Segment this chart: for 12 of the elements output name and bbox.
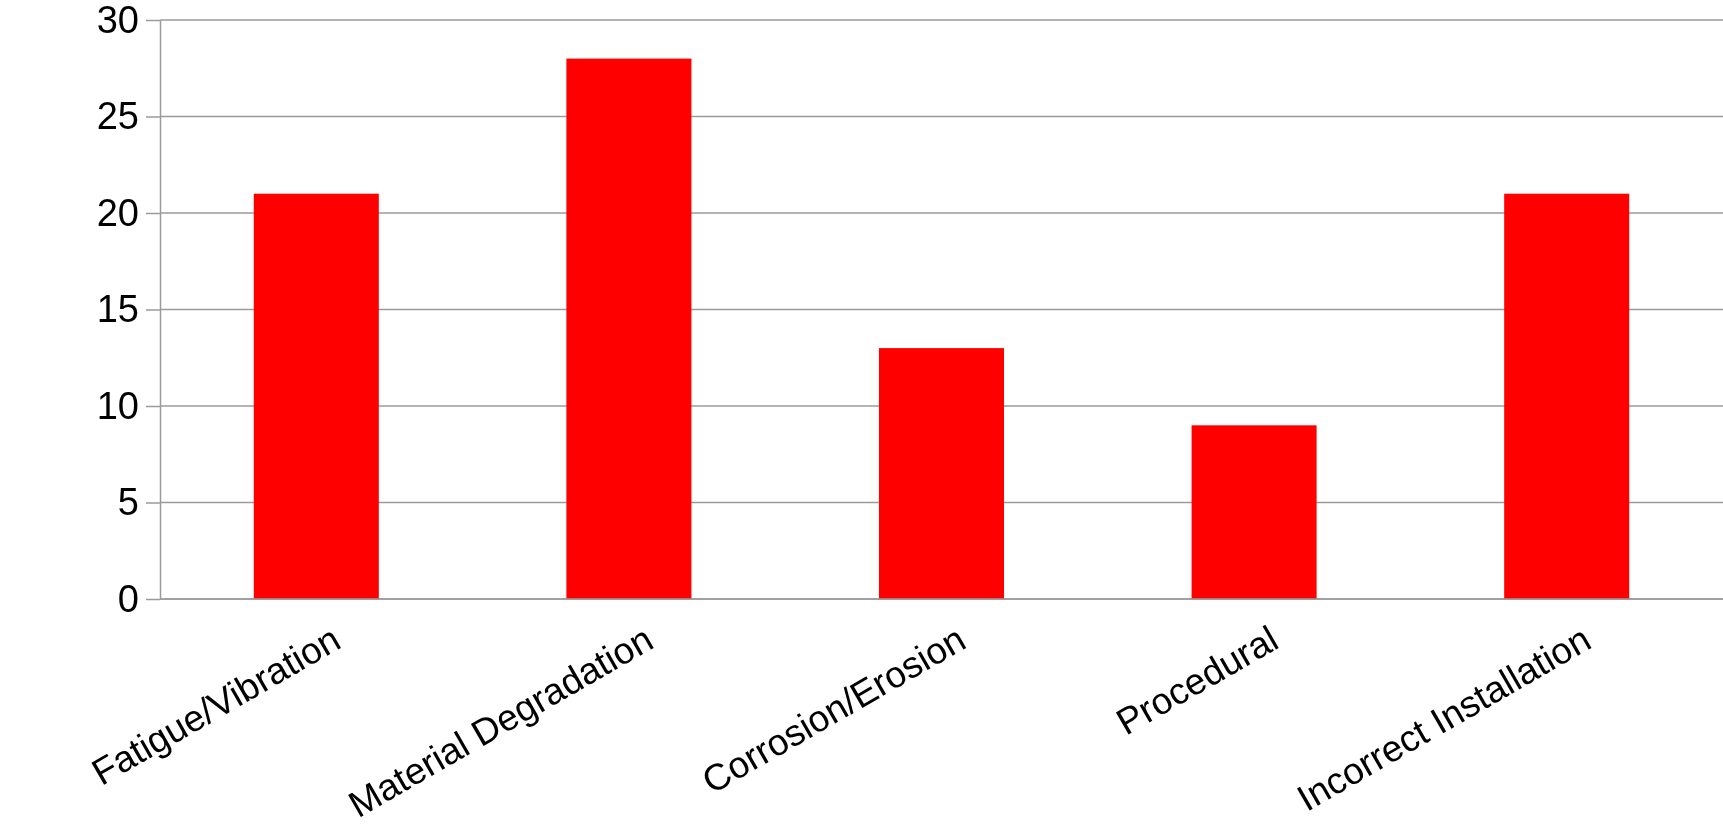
bar bbox=[253, 193, 379, 599]
y-tick-label: 20 bbox=[96, 191, 139, 234]
y-tick-label: 10 bbox=[96, 384, 139, 427]
bar bbox=[1504, 193, 1630, 599]
y-tick-label: 25 bbox=[96, 95, 139, 138]
y-tick-label: 5 bbox=[117, 481, 139, 524]
y-tick-label: 30 bbox=[96, 0, 139, 41]
y-tick-label: 15 bbox=[96, 288, 139, 331]
bar bbox=[1191, 425, 1317, 599]
bar bbox=[878, 348, 1005, 599]
bar bbox=[566, 58, 692, 599]
y-tick-label: 0 bbox=[117, 577, 139, 620]
